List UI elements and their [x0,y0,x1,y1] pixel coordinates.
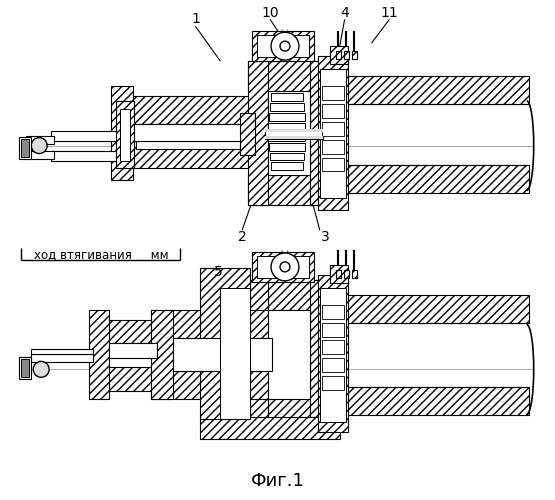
Bar [240,113,255,154]
Text: ход втягивания     мм: ход втягивания мм [33,248,168,262]
Bar [136,130,250,136]
Bar [21,360,29,378]
Bar [322,322,344,336]
Bar [268,310,310,399]
Bar [26,150,54,158]
Bar [352,270,357,278]
Bar [257,35,309,57]
Bar [220,288,250,419]
Circle shape [271,253,299,281]
Bar [269,142,305,150]
Bar [322,376,344,390]
Bar [136,140,250,148]
Bar [269,113,305,120]
Bar [131,140,250,168]
Bar [21,138,29,156]
Bar [330,46,347,64]
Bar [248,397,332,427]
Bar [26,136,54,143]
Bar [320,294,529,322]
Bar [322,140,344,153]
Bar [120,109,130,160]
Bar [322,304,344,318]
Bar [51,130,133,140]
Bar [330,265,347,283]
Text: 11: 11 [381,6,398,20]
Bar [320,387,529,415]
Bar [257,256,309,278]
Bar [270,103,304,111]
Bar [318,275,347,432]
Text: 4: 4 [340,6,349,20]
Bar [200,268,250,419]
Bar [200,417,340,439]
Bar [320,76,529,104]
Bar [322,104,529,166]
Bar [336,51,341,59]
Bar [270,152,304,160]
Bar [31,354,93,362]
Bar [322,340,344,354]
Bar [322,158,344,172]
Bar [322,122,344,136]
Bar [344,51,349,59]
Bar [101,368,155,391]
Text: 5: 5 [214,265,223,279]
Bar [248,280,268,427]
Bar [265,128,323,138]
Bar [310,280,332,427]
Bar [150,372,270,399]
Bar [131,96,250,124]
Bar [109,344,157,358]
Bar [318,56,347,210]
Bar [248,176,332,205]
Circle shape [31,138,47,154]
Bar [248,280,332,310]
Text: Фиг.1: Фиг.1 [251,472,305,490]
Bar [133,124,250,140]
Bar [322,86,344,100]
Bar [320,166,529,194]
Bar [265,128,323,132]
Bar [320,69,346,198]
Circle shape [33,362,49,378]
Circle shape [280,41,290,51]
Circle shape [280,262,290,272]
Bar [19,358,31,380]
Bar [252,31,314,61]
Bar [51,150,133,160]
Bar [173,338,272,372]
Bar [320,288,346,422]
Bar [322,104,344,118]
Bar [19,136,31,158]
Bar [31,350,93,354]
Bar [269,132,305,140]
Bar [322,358,344,372]
Bar [269,122,305,130]
Text: 1: 1 [191,12,200,26]
Bar [322,322,529,387]
Text: 3: 3 [321,230,330,244]
Bar [248,61,332,91]
Bar [344,270,349,278]
Bar [265,136,323,138]
Bar [89,310,109,399]
Bar [271,93,303,101]
Bar [268,91,310,176]
Bar [111,86,133,180]
Bar [248,61,268,205]
Bar [150,310,173,399]
Text: 2: 2 [238,230,246,244]
Bar [310,61,332,205]
Bar [150,310,270,338]
Bar [352,51,357,59]
Bar [101,320,155,344]
Bar [116,101,134,168]
Text: 10: 10 [261,6,279,20]
Bar [136,124,250,136]
Bar [271,162,303,170]
Bar [336,270,341,278]
Circle shape [271,32,299,60]
Bar [252,252,314,282]
